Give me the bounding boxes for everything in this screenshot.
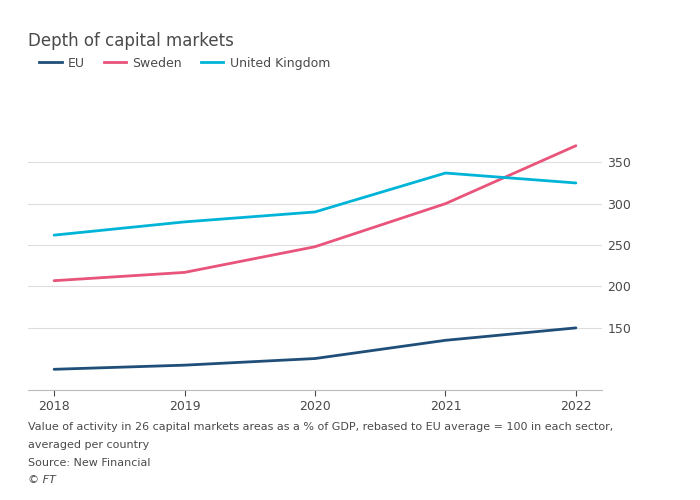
Text: © FT: © FT [28, 475, 56, 485]
Text: Value of activity in 26 capital markets areas as a % of GDP, rebased to EU avera: Value of activity in 26 capital markets … [28, 422, 613, 432]
Text: averaged per country: averaged per country [28, 440, 149, 450]
Text: Depth of capital markets: Depth of capital markets [28, 32, 234, 50]
Legend: EU, Sweden, United Kingdom: EU, Sweden, United Kingdom [34, 52, 335, 74]
Text: Source: New Financial: Source: New Financial [28, 458, 150, 468]
